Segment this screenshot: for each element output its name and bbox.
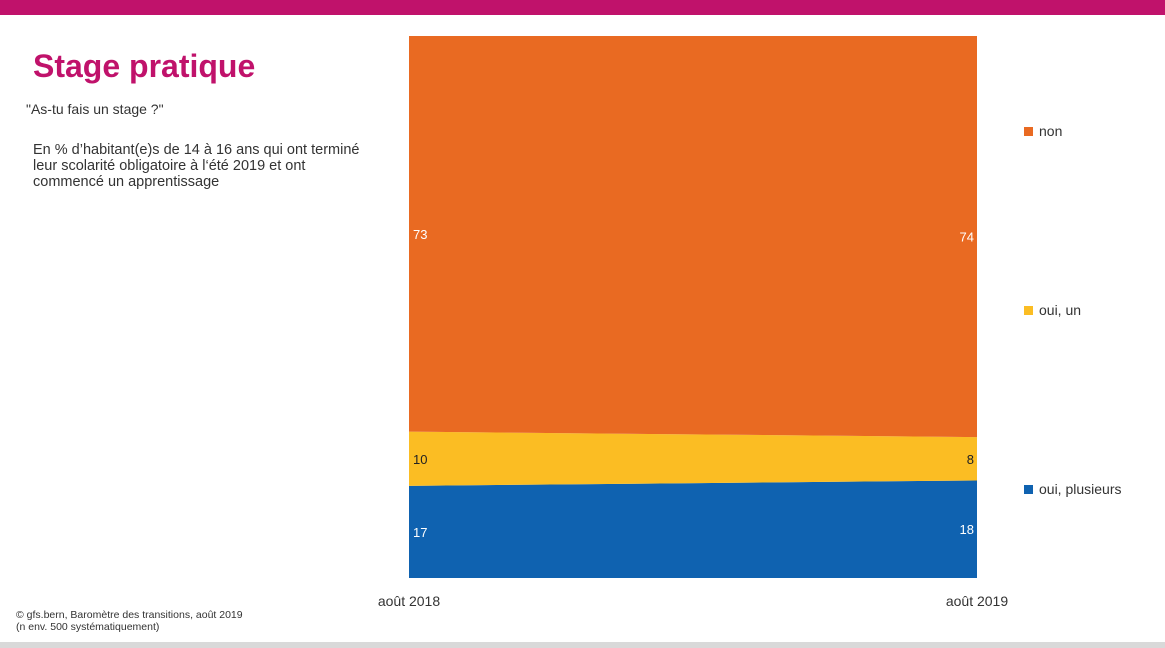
survey-question: "As-tu fais un stage ?": [26, 101, 164, 117]
legend-swatch: [1024, 305, 1033, 315]
data-label-non-2: 74: [960, 230, 974, 245]
legend-label: non: [1039, 123, 1063, 139]
legend-item-oui-un: oui, un: [1024, 302, 1081, 318]
source-line-2: (n env. 500 systématiquement): [16, 621, 160, 633]
source-line-1: © gfs.bern, Baromètre des transitions, a…: [16, 609, 243, 621]
top-accent-bar: [0, 0, 1165, 15]
legend-swatch: [1024, 484, 1033, 494]
bottom-bar: [0, 642, 1165, 648]
data-label-oui-plusieurs-2: 18: [960, 522, 974, 537]
source-note: © gfs.bern, Baromètre des transitions, a…: [16, 609, 243, 633]
legend-label: oui, plusieurs: [1039, 481, 1122, 497]
x-tick-label-2: août 2019: [946, 593, 1008, 609]
legend-item-oui-plusieurs: oui, plusieurs: [1024, 481, 1122, 497]
legend-item-non: non: [1024, 123, 1062, 139]
area-non: [409, 36, 977, 438]
legend-label: oui, un: [1039, 302, 1082, 318]
chart-description: En % d’habitant(e)s de 14 à 16 ans qui o…: [33, 142, 360, 190]
data-label-oui-un-1: 10: [413, 452, 427, 467]
data-label-oui-un-2: 8: [967, 452, 974, 467]
left-panel: [0, 15, 380, 642]
legend-swatch: [1024, 126, 1033, 136]
page-title: Stage pratique: [33, 48, 256, 84]
data-label-non-1: 73: [413, 227, 427, 242]
area-oui-un: [409, 431, 977, 486]
x-tick-label-1: août 2018: [378, 593, 440, 609]
area-oui-plusieurs: [409, 480, 977, 578]
data-label-oui-plusieurs-1: 17: [413, 525, 427, 540]
